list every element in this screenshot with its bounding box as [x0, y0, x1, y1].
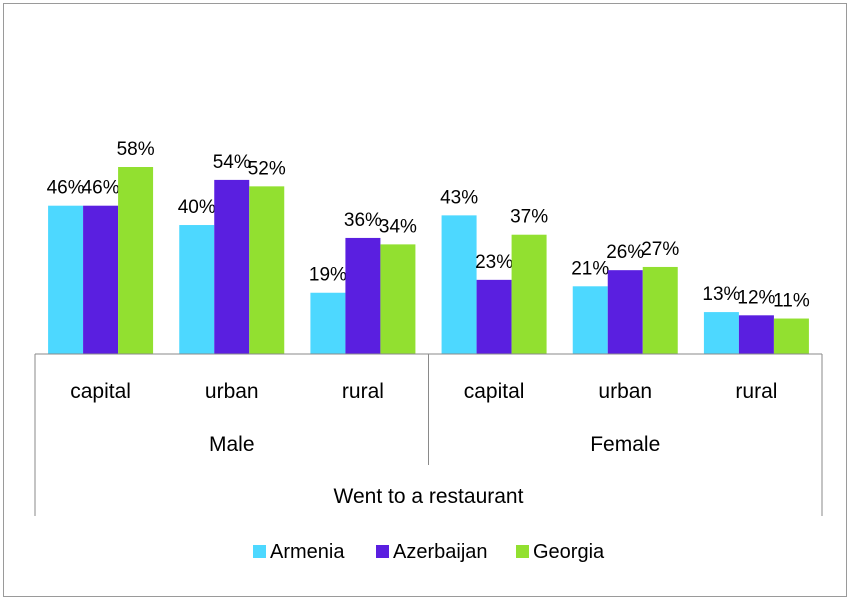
data-label-azerbaijan-4: 26% — [606, 242, 644, 263]
legend-label-armenia: Armenia — [270, 541, 345, 563]
bar-armenia-4 — [572, 286, 608, 354]
bar-armenia-0 — [48, 205, 84, 354]
category-label-male-urban: urban — [205, 380, 259, 403]
data-label-georgia-0: 58% — [117, 139, 155, 160]
category-label-male-rural: rural — [342, 380, 384, 403]
data-label-georgia-4: 27% — [641, 239, 679, 260]
data-label-georgia-5: 11% — [773, 291, 810, 312]
group-label-female: Female — [590, 433, 660, 456]
data-label-armenia-3: 43% — [440, 187, 478, 208]
category-label-male-capital: capital — [70, 380, 131, 403]
data-label-armenia-4: 21% — [571, 258, 609, 279]
data-label-azerbaijan-1: 54% — [213, 152, 251, 173]
legend-swatch-georgia — [516, 545, 529, 558]
bar-azerbaijan-2 — [345, 237, 381, 354]
category-label-female-capital: capital — [464, 380, 525, 403]
bar-georgia-1 — [249, 186, 285, 354]
data-label-georgia-1: 52% — [248, 158, 286, 179]
data-label-georgia-3: 37% — [510, 207, 548, 228]
outer-group-label: Went to a restaurant — [334, 485, 524, 508]
category-label-female-rural: rural — [735, 380, 777, 403]
data-label-armenia-2: 19% — [309, 265, 347, 286]
bar-azerbaijan-4 — [607, 270, 643, 354]
data-label-armenia-5: 13% — [702, 284, 740, 305]
data-label-azerbaijan-0: 46% — [82, 178, 120, 199]
data-label-azerbaijan-2: 36% — [344, 210, 382, 231]
group-label-male: Male — [209, 433, 255, 456]
legend-label-georgia: Georgia — [533, 541, 605, 563]
legend-label-azerbaijan: Azerbaijan — [393, 541, 488, 563]
bar-georgia-4 — [642, 266, 678, 354]
bar-georgia-0 — [118, 167, 154, 354]
data-label-azerbaijan-3: 23% — [475, 252, 513, 273]
bar-georgia-3 — [511, 234, 547, 354]
bar-azerbaijan-0 — [83, 205, 119, 354]
bar-georgia-2 — [380, 244, 416, 354]
bar-armenia-3 — [441, 215, 477, 354]
bar-azerbaijan-1 — [214, 179, 250, 354]
bar-armenia-1 — [179, 225, 215, 354]
data-label-armenia-0: 46% — [47, 178, 85, 199]
legend-swatch-azerbaijan — [376, 545, 389, 558]
data-label-armenia-1: 40% — [178, 197, 216, 218]
data-label-georgia-2: 34% — [379, 216, 417, 237]
bar-armenia-2 — [310, 292, 346, 354]
bar-azerbaijan-3 — [476, 279, 512, 354]
bar-azerbaijan-5 — [738, 315, 774, 354]
data-label-azerbaijan-5: 12% — [737, 287, 775, 308]
bar-armenia-5 — [703, 312, 739, 354]
legend-swatch-armenia — [253, 545, 266, 558]
bar-georgia-5 — [773, 318, 809, 354]
category-label-female-urban: urban — [598, 380, 652, 403]
